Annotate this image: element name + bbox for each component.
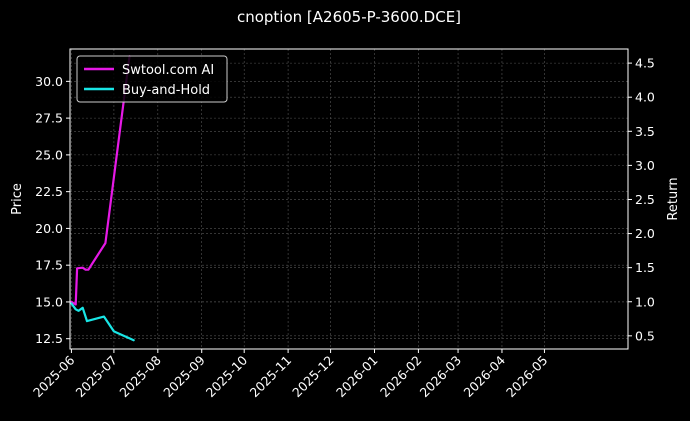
series-line-buy-and-hold (70, 302, 135, 342)
y-tick-label: 25.0 (35, 147, 63, 162)
y-tick-label: 22.5 (35, 184, 63, 199)
legend: Swtool.com AI Buy-and-Hold (76, 55, 228, 103)
y2-tick-label: 3.0 (635, 158, 655, 173)
y-tick-label: 27.5 (35, 111, 63, 126)
series-line-swtool (70, 55, 131, 306)
y-axis-label: Price (10, 183, 25, 215)
chart-title: cnoption [A2605-P-3600.DCE] (237, 8, 461, 26)
y2-tick-label: 2.5 (635, 192, 655, 207)
y-tick-label: 15.0 (35, 294, 63, 309)
y2-tick-label: 3.5 (635, 124, 655, 139)
legend-label-swtool: Swtool.com AI (122, 63, 214, 78)
y-tick-label: 30.0 (35, 74, 63, 89)
y-tick-label: 12.5 (35, 331, 63, 346)
y2-tick-label: 4.5 (635, 56, 655, 71)
legend-box (76, 55, 228, 103)
y-tick-label: 17.5 (35, 258, 63, 273)
y2-tick-label: 1.0 (635, 294, 655, 309)
y-tick-label: 20.0 (35, 221, 63, 236)
y-axis-left: 12.5 15.0 17.5 20.0 22.5 25.0 27.5 30.0 (35, 74, 70, 346)
y2-tick-label: 4.0 (635, 90, 655, 105)
y-axis-right: 0.5 1.0 1.5 2.0 2.5 3.0 3.5 4.0 4.5 (628, 56, 655, 343)
y2-tick-label: 0.5 (635, 328, 655, 343)
y2-tick-label: 1.5 (635, 260, 655, 275)
y2-axis-label: Return (666, 177, 681, 220)
series-layer (70, 55, 135, 342)
y2-tick-label: 2.0 (635, 226, 655, 241)
legend-label-buy-and-hold: Buy-and-Hold (122, 83, 210, 98)
